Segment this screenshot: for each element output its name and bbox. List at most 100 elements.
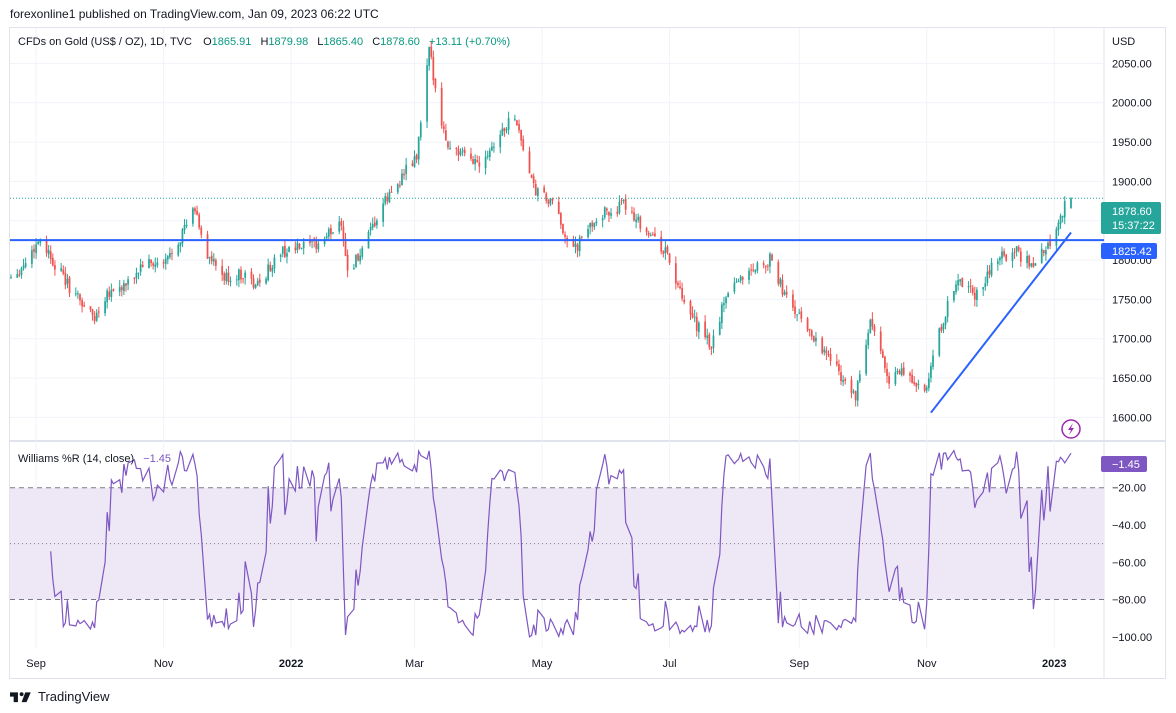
time-tick-label: 2023 xyxy=(1042,658,1066,670)
candle-body xyxy=(369,227,372,231)
candle-body xyxy=(361,247,364,257)
support-badge: 1825.42 xyxy=(1101,243,1157,259)
candle-body xyxy=(490,146,493,151)
candle-body xyxy=(470,153,472,159)
candle-body xyxy=(68,277,71,294)
candle-body xyxy=(135,272,138,279)
candle-body xyxy=(476,160,479,162)
candle-body xyxy=(649,235,652,237)
candle-body xyxy=(1047,242,1049,249)
candle-body xyxy=(258,279,261,283)
candle-body xyxy=(961,277,964,287)
candle-body xyxy=(344,239,347,256)
candle-body xyxy=(238,269,240,281)
candle-body xyxy=(647,232,650,236)
candle-body xyxy=(325,236,328,239)
candle-body xyxy=(1042,250,1045,254)
candle-body xyxy=(888,376,890,384)
candle-body xyxy=(549,198,552,205)
candle-body xyxy=(108,291,111,297)
candle-body xyxy=(720,304,723,324)
candle-body xyxy=(651,234,654,236)
candle-body xyxy=(359,255,362,262)
candle-body xyxy=(608,211,610,216)
candle-body xyxy=(35,244,37,254)
candle-body xyxy=(532,176,535,184)
ohlc-high-value: 1879.98 xyxy=(268,36,308,48)
candle-body xyxy=(1013,251,1016,253)
candle-body xyxy=(835,361,838,365)
price-tick-label: 1900.00 xyxy=(1112,176,1152,188)
symbol-title[interactable]: CFDs on Gold (US$ / OZ), 1D, TVC xyxy=(18,36,192,48)
candle-body xyxy=(353,268,355,270)
candle-body xyxy=(624,198,627,210)
candle-body xyxy=(693,316,696,318)
candle-body xyxy=(256,280,259,286)
candles xyxy=(10,41,1072,407)
candle-body xyxy=(152,263,155,266)
candle-body xyxy=(384,196,387,204)
time-tick-label: Sep xyxy=(789,658,809,670)
candle-body xyxy=(1026,256,1028,264)
candle-body xyxy=(881,351,884,358)
candle-body xyxy=(925,387,928,391)
candle-body xyxy=(273,257,276,269)
candle-body xyxy=(704,321,707,338)
candle-body xyxy=(783,292,786,295)
candle-body xyxy=(683,299,686,303)
candle-body xyxy=(518,124,520,131)
last-price-badge: 1878.60 15:37:22 xyxy=(1101,202,1161,234)
candle-body xyxy=(718,322,721,335)
candle-body xyxy=(955,284,957,293)
candle-body xyxy=(484,156,487,169)
candle-body xyxy=(923,384,926,391)
candle-body xyxy=(474,159,477,165)
footer-brand[interactable]: TradingView xyxy=(38,688,110,704)
candle-body xyxy=(401,173,403,185)
candle-body xyxy=(1005,254,1008,261)
candle-body xyxy=(710,347,713,350)
candle-body xyxy=(338,221,341,232)
candle-body xyxy=(95,312,98,321)
candle-body xyxy=(355,255,357,267)
candle-body xyxy=(1057,222,1060,230)
candle-body xyxy=(77,293,79,295)
candle-body xyxy=(967,286,970,288)
candle-body xyxy=(486,155,489,157)
indicator-title[interactable]: Williams %R (14, close) xyxy=(18,453,134,465)
candle-body xyxy=(681,287,684,299)
candle-body xyxy=(340,221,343,226)
candle-body xyxy=(635,219,638,222)
candle-body xyxy=(971,287,974,293)
candle-body xyxy=(879,331,882,352)
candle-body xyxy=(455,148,458,150)
candle-body xyxy=(562,223,564,234)
drawings[interactable] xyxy=(10,197,1104,414)
candle-body xyxy=(616,211,619,214)
candle-body xyxy=(463,149,466,154)
candle-body xyxy=(810,330,813,337)
candle-body xyxy=(969,285,972,287)
candle-body xyxy=(1017,246,1020,251)
time-tick-label: May xyxy=(532,658,553,670)
candle-body xyxy=(411,163,414,166)
candle-body xyxy=(825,350,828,354)
candle-body xyxy=(269,264,272,271)
wr-tick-label: −40.00 xyxy=(1112,520,1146,532)
candle-body xyxy=(183,224,186,231)
svg-text:Williams %R (14, close) −1: Williams %R (14, close) −1.45 xyxy=(18,453,171,465)
candle-body xyxy=(900,368,903,376)
candle-body xyxy=(162,262,165,264)
candle-body xyxy=(973,292,976,300)
candle-body xyxy=(909,373,911,376)
candle-body xyxy=(915,382,918,387)
currency-label[interactable]: USD xyxy=(1112,36,1135,48)
price-tick-label: 1950.00 xyxy=(1112,137,1152,149)
candle-body xyxy=(440,87,443,126)
candle-body xyxy=(426,65,428,122)
lightning-icon[interactable] xyxy=(1061,419,1081,439)
candle-body xyxy=(856,381,859,401)
candle-body xyxy=(827,353,830,355)
candle-body xyxy=(591,222,594,227)
